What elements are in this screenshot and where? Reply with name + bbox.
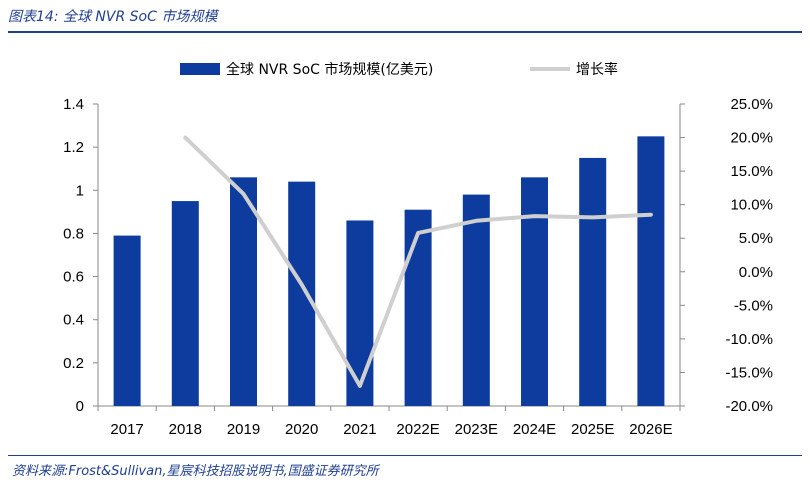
bar bbox=[171, 201, 199, 406]
left-axis-tick-label: 1.4 bbox=[63, 96, 84, 113]
right-axis-tick-label: -10.0% bbox=[725, 331, 773, 348]
tick-labels: 0 0.2 0.4 0.6 0.8 1 1.2 1.4 -20.0% -15.0% -10.0% -5… bbox=[63, 96, 773, 438]
x-axis-tick-label: 2017 bbox=[110, 421, 143, 438]
bar-series bbox=[113, 136, 665, 406]
left-axis-tick-label: 0.8 bbox=[63, 225, 84, 242]
left-axis-tick-label: 1 bbox=[76, 182, 84, 199]
x-axis-tick-label: 2023E bbox=[455, 421, 498, 438]
left-axis-tick-label: 0.4 bbox=[63, 312, 84, 329]
legend-line-label: 增长率 bbox=[576, 61, 618, 78]
bar bbox=[521, 177, 548, 406]
x-axis-tick-label: 2022E bbox=[396, 421, 439, 438]
x-axis-tick-label: 2018 bbox=[169, 421, 202, 438]
left-axis-tick-label: 0.6 bbox=[63, 269, 84, 286]
x-axis-tick-label: 2020 bbox=[285, 421, 318, 438]
x-axis-tick-label: 2019 bbox=[227, 421, 260, 438]
legend-bar-swatch bbox=[180, 63, 220, 75]
right-axis-tick-label: -15.0% bbox=[725, 364, 773, 381]
source-note: 资料来源:Frost&Sullivan,星宸科技招股说明书,国盛证券研究所 bbox=[12, 464, 379, 479]
right-axis-tick-label: 20.0% bbox=[730, 130, 773, 147]
right-axis-tick-label: -5.0% bbox=[734, 297, 773, 314]
right-axis-tick-label: 5.0% bbox=[739, 230, 773, 247]
bar bbox=[462, 194, 490, 406]
legend: 全球 NVR SoC 市场规模(亿美元) 增长率 bbox=[180, 61, 618, 78]
bar bbox=[288, 181, 316, 406]
x-axis-tick-label: 2026E bbox=[629, 421, 672, 438]
right-axis-tick-label: -20.0% bbox=[725, 398, 773, 415]
growth-line-series bbox=[183, 135, 653, 388]
bar bbox=[404, 209, 432, 406]
x-axis-tick-label: 2021 bbox=[343, 421, 376, 438]
title-rule bbox=[8, 31, 802, 33]
left-axis-tick-label: 0.2 bbox=[63, 355, 84, 372]
source-rule bbox=[8, 455, 802, 456]
bar bbox=[579, 157, 607, 406]
bar bbox=[230, 177, 257, 406]
x-axis-tick-label: 2025E bbox=[571, 421, 614, 438]
right-axis-tick-label: 25.0% bbox=[730, 96, 773, 113]
bar bbox=[346, 220, 374, 406]
left-axis-tick-label: 0 bbox=[76, 398, 84, 415]
legend-bar-label: 全球 NVR SoC 市场规模(亿美元) bbox=[226, 61, 433, 78]
left-axis-tick-label: 1.2 bbox=[63, 139, 84, 156]
figure-title: 图表14: 全球 NVR SoC 市场规模 bbox=[8, 9, 218, 25]
x-axis-tick-label: 2024E bbox=[513, 421, 556, 438]
right-axis-tick-label: 10.0% bbox=[730, 197, 773, 214]
right-axis-tick-label: 15.0% bbox=[730, 163, 773, 180]
bar bbox=[637, 136, 665, 406]
right-axis-tick-label: 0.0% bbox=[739, 264, 773, 281]
bar bbox=[113, 235, 141, 406]
